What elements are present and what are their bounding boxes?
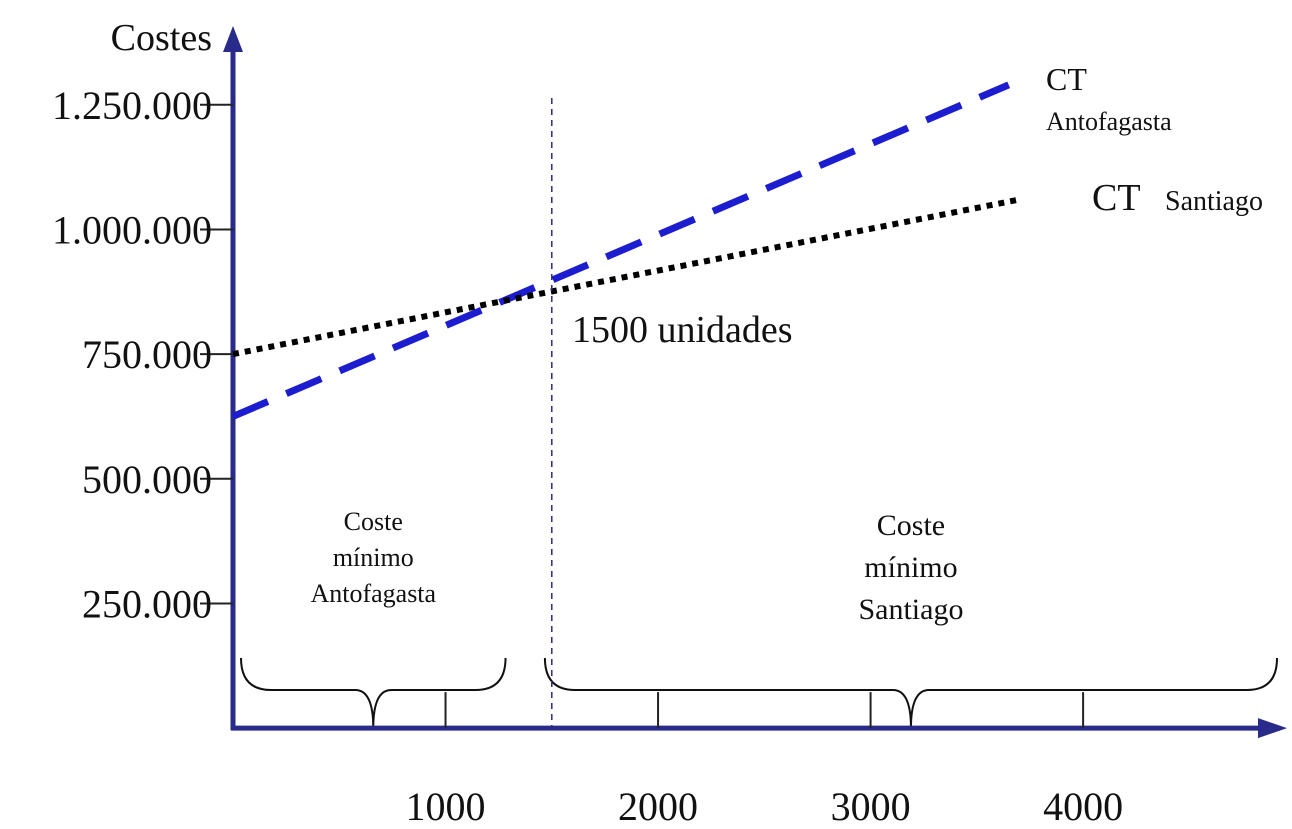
y-axis-arrowhead (223, 26, 243, 52)
x-tick-label: 4000 (1043, 784, 1123, 829)
y-tick-label: 1.250.000 (52, 83, 212, 128)
axes-layer: Costes (111, 17, 1287, 739)
region-brace (543, 657, 1278, 729)
y-tick-label: 500.000 (82, 457, 212, 502)
series-label-antofagasta: CT (1046, 61, 1087, 97)
region-label: Coste mínimo Antofagasta (310, 507, 436, 608)
y-tick-label: 250.000 (82, 581, 212, 626)
region-brace (240, 657, 507, 729)
series-line-santiago (232, 196, 1020, 358)
y-tick-label: 1.000.000 (52, 207, 212, 252)
x-tick-label: 2000 (618, 784, 698, 829)
series-label-santiago: CT (1092, 177, 1141, 219)
annotation-layer: CT Antofagasta CT Santiago 1500 unidades (551, 61, 1263, 729)
ticks-layer: 250.000 500.000 750.000 1.000.000 1.250.000 1… (52, 83, 1123, 829)
y-tick-label: 750.000 (82, 332, 212, 377)
series-label-santiago-sub: Santiago (1165, 186, 1263, 217)
x-axis-arrowhead (1258, 718, 1287, 739)
x-tick-label: 1000 (406, 784, 486, 829)
series-label-antofagasta-sub: Antofagasta (1046, 107, 1172, 136)
series-layer (231, 81, 1020, 420)
y-axis-title: Costes (111, 17, 212, 59)
region-label: Coste mínimo Santiago (858, 509, 963, 626)
x-tick-label: 3000 (831, 784, 911, 829)
regions-layer: Coste mínimo Antofagasta Coste mínimo Santiag… (240, 507, 1278, 729)
intersection-label: 1500 unidades (572, 309, 793, 351)
series-line-antofagasta (231, 81, 1011, 420)
